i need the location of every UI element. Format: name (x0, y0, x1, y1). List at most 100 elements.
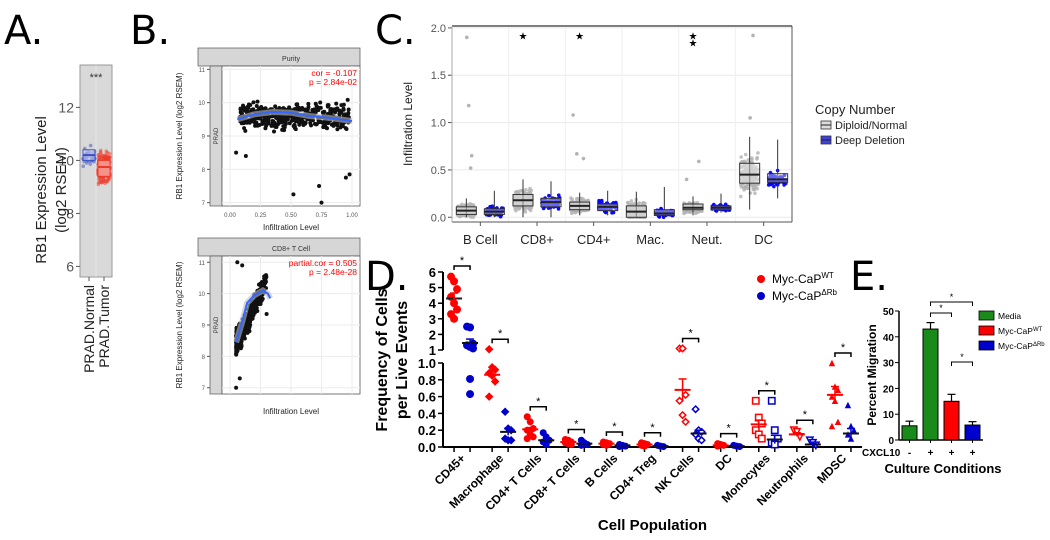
data-point (335, 106, 340, 111)
significance-label: * (765, 380, 770, 392)
data-point (343, 175, 348, 180)
y-tick-label: 11 (199, 261, 206, 267)
data-point (331, 123, 336, 128)
data-point (98, 180, 102, 184)
data-point (341, 106, 346, 111)
legend-entry-label: Myc-CaP (998, 341, 1033, 351)
panel-b-purity-chart: Purity PRAD 7 8 9 10 11 0.00 0.25 0.50 0.75 1.00 cor… (175, 47, 361, 232)
data-point (104, 156, 108, 160)
data-point (85, 155, 90, 160)
data-point (237, 376, 242, 381)
data-point (828, 422, 836, 430)
box (97, 159, 111, 177)
data-point (303, 121, 308, 126)
significance-label: * (960, 352, 964, 362)
data-point (453, 285, 462, 294)
condition-sign: + (970, 448, 976, 459)
y-axis-label: RB1 Expression Level (log2 RSEM) (175, 261, 184, 388)
y-tick-label: 8 (202, 168, 206, 174)
legend-entry-label: Myc-CaP (998, 326, 1033, 336)
data-point (571, 201, 575, 206)
data-point (322, 122, 327, 127)
outlier-point (581, 156, 586, 161)
data-point (312, 107, 317, 112)
data-point (107, 151, 112, 156)
legend-entry-superscript: ΔRb (1033, 342, 1045, 348)
y-axis-label: RB1 Expression Level (log2 RSEM) (33, 116, 70, 264)
data-point (739, 155, 743, 159)
data-point (269, 123, 274, 128)
data-point (251, 119, 256, 124)
condition-sign: + (928, 448, 934, 459)
data-point (457, 214, 462, 219)
y-axis-label-line: per Live Events (394, 301, 411, 419)
data-point (615, 443, 623, 451)
panel-label-e: E. (850, 254, 888, 300)
legend-entry: Media (998, 311, 1021, 321)
data-point (523, 435, 531, 443)
data-point (484, 392, 494, 401)
data-point (254, 103, 259, 108)
box (767, 173, 789, 183)
side-strip-label: PRAD (214, 127, 220, 144)
significance-marker: ★ (689, 38, 698, 49)
data-point (542, 440, 550, 448)
data-point (641, 201, 646, 205)
data-point (101, 160, 106, 165)
data-point (300, 119, 305, 124)
legend-entry: Diploid/Normal (835, 120, 907, 132)
data-point (681, 390, 690, 400)
data-point (84, 161, 89, 165)
y-tick-label: 9 (202, 324, 206, 330)
data-point (319, 200, 324, 205)
data-point (295, 102, 300, 107)
y-axis-label: RB1 Expression Level (log2 RSEM) (175, 72, 184, 199)
data-point (245, 321, 250, 326)
legend-swatch (978, 325, 995, 336)
row-label: CXCL10 (862, 448, 901, 459)
x-axis-label: Culture Conditions (885, 461, 1002, 476)
y-tick-label: 0.0 (418, 440, 436, 455)
data-point (523, 210, 528, 214)
data-point (337, 112, 342, 117)
y-tick-label: 1.5 (431, 70, 446, 82)
data-point (234, 150, 239, 155)
data-point (484, 344, 494, 354)
data-point (255, 309, 260, 314)
data-point (243, 154, 248, 158)
data-point (755, 186, 760, 191)
y-tick-label: 0.4 (418, 406, 437, 421)
x-tick-label: B Cell (463, 232, 498, 247)
data-point (99, 151, 103, 156)
correlation-annotation: p = 2.84e-02 (309, 77, 357, 87)
data-point (529, 433, 537, 441)
x-tick-label: 0.50 (285, 213, 297, 219)
data-point (291, 116, 296, 121)
data-point (105, 169, 110, 174)
significance-bracket (930, 312, 952, 317)
data-point (242, 336, 247, 341)
x-tick-label: PRAD.Normal (81, 285, 97, 373)
x-tick-label: CD45+ (432, 451, 469, 488)
y-tick-label: 10 (883, 410, 895, 421)
data-point (107, 155, 112, 159)
data-point (570, 197, 575, 201)
data-point (844, 401, 852, 409)
data-point (262, 274, 267, 279)
data-point (318, 119, 323, 124)
y-tick-label: 0.6 (418, 390, 436, 405)
data-point (234, 346, 239, 351)
data-point (469, 202, 474, 207)
x-tick-label: 0.75 (316, 213, 328, 219)
legend-entry-superscript: WT (1033, 327, 1043, 333)
y-tick-label: 12 (58, 99, 74, 115)
data-point (693, 211, 698, 216)
y-tick-label: 2 (429, 327, 436, 342)
data-point (743, 152, 748, 157)
data-point (264, 312, 269, 317)
legend-entry-superscript: WT (821, 271, 834, 280)
y-tick-label: 9 (202, 135, 206, 141)
outlier-point (469, 153, 474, 158)
data-point (313, 101, 318, 106)
